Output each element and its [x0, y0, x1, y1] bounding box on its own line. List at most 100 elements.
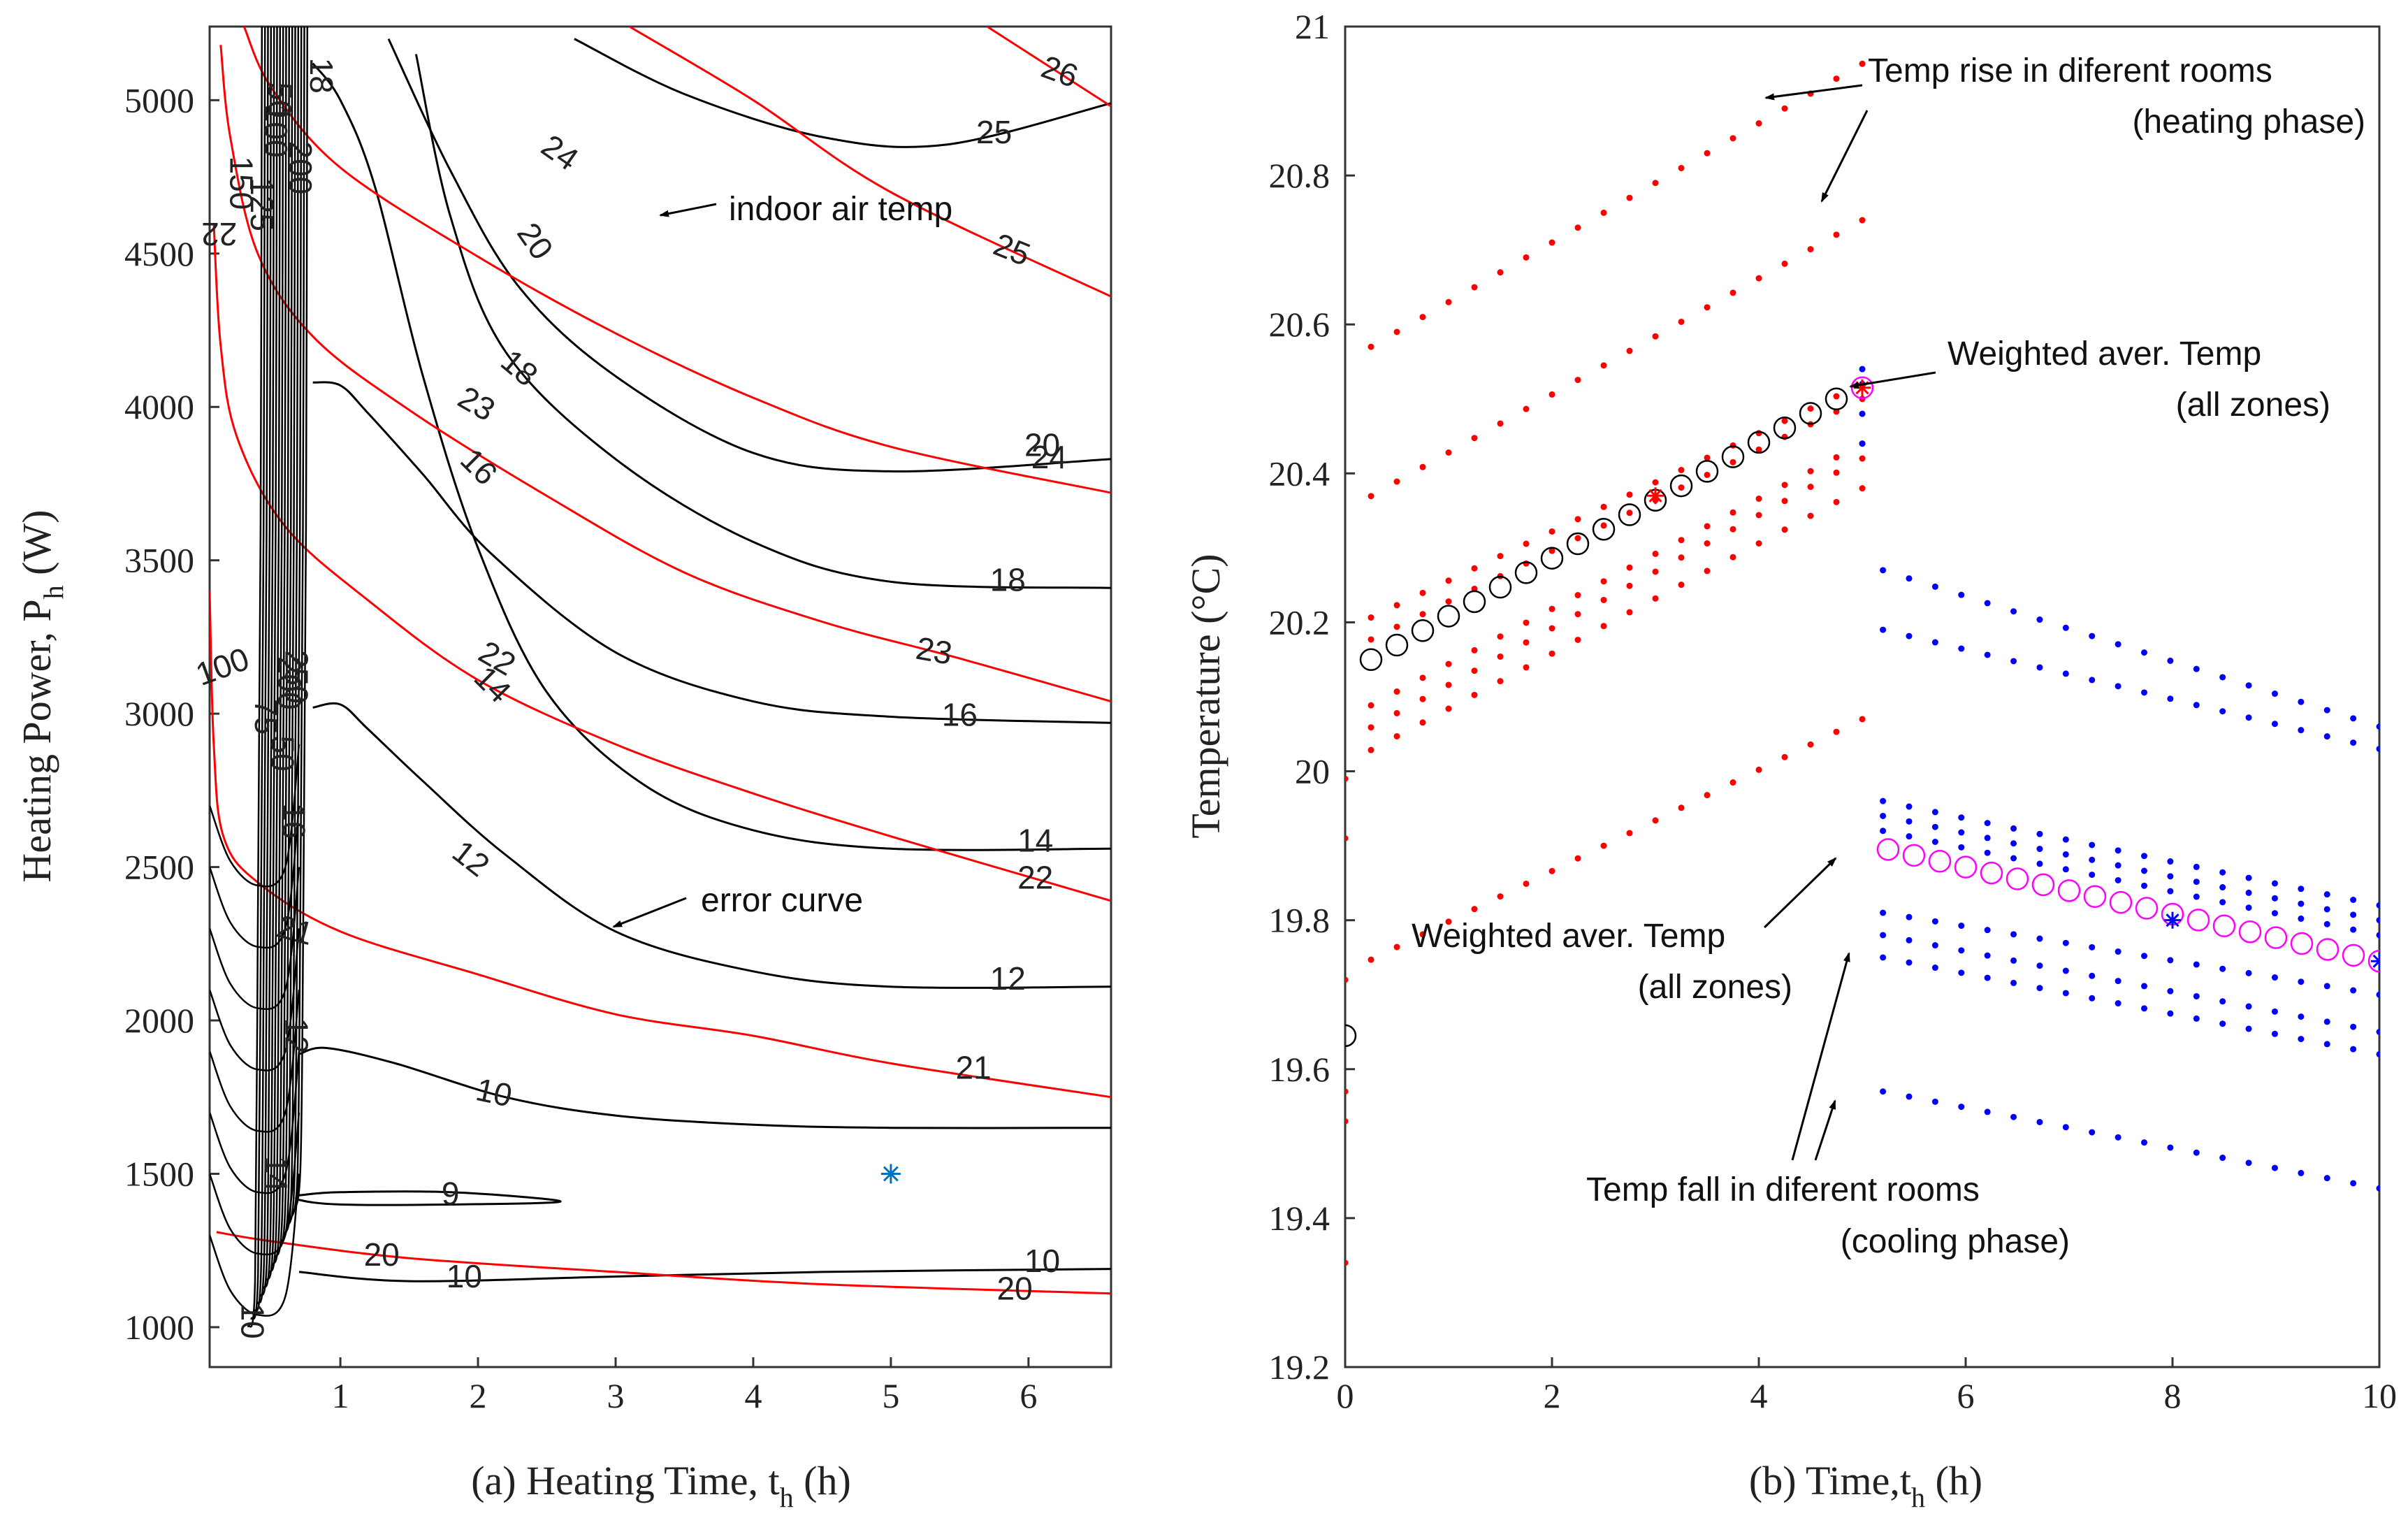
y-axis-label-a: Heating Power, Ph (W)	[14, 510, 69, 882]
dense-contour-line	[262, 27, 278, 1289]
error-contour-16	[312, 381, 1111, 724]
dense-contour-line	[292, 27, 309, 1213]
cooling-dot	[2350, 1046, 2357, 1053]
y-tick-label: 19.2	[1269, 1347, 1330, 1387]
heating-dot	[1626, 491, 1633, 498]
heating-start-dot	[1345, 976, 1349, 983]
heating-dot	[1704, 523, 1711, 530]
heating-dot	[1678, 581, 1685, 588]
cooling-dot	[2219, 1020, 2226, 1027]
y-tick-label: 20.6	[1269, 305, 1330, 344]
cooling-dot	[1880, 909, 1887, 916]
cooling-dot	[2193, 1015, 2200, 1022]
cooling-dot	[1958, 591, 1965, 598]
temp-level-label: 23	[913, 630, 955, 672]
cooling-dot	[2140, 1005, 2147, 1012]
heating-dot	[1548, 528, 1555, 535]
cooling-dot	[2350, 926, 2357, 933]
cooling-dot	[2298, 1169, 2305, 1176]
heating-dot	[1678, 537, 1685, 544]
cooling-dot	[2245, 682, 2252, 689]
cooling-dot	[1931, 809, 1938, 816]
y-ticks-a: 1000 1500 2000 2500 3000 3500 4000 4500 5000	[124, 80, 219, 1347]
heating-dot	[1445, 705, 1452, 712]
x-axis-label-b: (b) Time,th (h)	[1749, 1458, 1982, 1513]
heating-room-points	[1345, 60, 1866, 1266]
cooling-dot	[1958, 844, 1965, 851]
cooling-dot	[2323, 733, 2330, 740]
cooling-room-points	[1859, 366, 2379, 1192]
weighted-cooling-marker	[2212, 914, 2236, 938]
cooling-dot	[2323, 707, 2330, 714]
inline-contour-label: 75	[248, 699, 284, 735]
cooling-dot	[2271, 895, 2278, 902]
cooling-dot	[2376, 932, 2379, 939]
error-contour-25	[574, 38, 1111, 148]
operating-point-marker	[880, 1164, 901, 1184]
heating-dot	[1574, 855, 1581, 862]
inline-contour-label: 200	[282, 141, 319, 195]
weighted-cooling-marker	[2006, 867, 2029, 890]
cooling-switch-dot	[1859, 410, 1866, 417]
heating-dot	[1548, 650, 1555, 657]
cooling-dot	[1880, 1088, 1887, 1095]
cooling-dot	[1958, 947, 1965, 954]
cooling-dot	[2089, 995, 2096, 1002]
heating-dot	[1393, 328, 1400, 335]
temp-rise-arrow-2	[1820, 110, 1869, 203]
contour-level-labels: 2520181614121091018161412102026252423222…	[191, 48, 1082, 1339]
inline-contour-label: 50	[262, 82, 298, 118]
x-tick-label: 0	[1337, 1376, 1354, 1415]
cooling-dot	[2271, 1030, 2278, 1037]
heating-dot	[1781, 498, 1788, 505]
cooling-dot	[1931, 839, 1938, 846]
cooling-dot	[2115, 1000, 2121, 1007]
weighted-cooling-marker	[1876, 838, 1900, 861]
y-tick-label: 19.8	[1269, 901, 1330, 940]
error-level-label: 18	[990, 562, 1026, 598]
weighted-heating-marker	[1695, 460, 1719, 483]
heating-dot	[1755, 540, 1762, 547]
cooling-dot	[1931, 918, 1938, 925]
weighted-cooling-marker	[1928, 850, 1952, 873]
heating-dot	[1833, 75, 1840, 82]
heating-dot	[1600, 522, 1607, 529]
cooling-dot	[2089, 972, 2096, 979]
error-level-label: 16	[454, 441, 505, 492]
cooling-dot	[2010, 1113, 2017, 1120]
cooling-dot	[2140, 953, 2147, 960]
heating-dot	[1807, 484, 1814, 491]
inline-contour-label: 250	[278, 650, 314, 704]
heating-dot	[1393, 623, 1400, 630]
cooling-dot	[1984, 952, 1991, 959]
cooling-dot	[2115, 641, 2121, 648]
cooling-dot	[2298, 1013, 2305, 1020]
dense-contour-line	[247, 27, 263, 1328]
heating-start-dot	[1345, 1118, 1349, 1125]
heating-dot	[1419, 719, 1426, 726]
heating-dot	[1652, 180, 1659, 187]
cooling-dot	[2245, 1003, 2252, 1010]
heating-dot	[1626, 830, 1633, 837]
heating-dot	[1471, 646, 1478, 653]
heating-dot	[1548, 605, 1555, 612]
cooling-dot	[1906, 818, 1913, 825]
weighted-top-label-line2: (all zones)	[2176, 386, 2330, 424]
heating-dot	[1471, 585, 1478, 592]
cooling-dot	[2089, 841, 2096, 848]
cooling-dot	[2323, 891, 2330, 898]
heating-dot	[1471, 691, 1478, 698]
cooling-dot	[1931, 1098, 1938, 1105]
heating-dot	[1368, 493, 1375, 500]
inline-contour-label: 10	[234, 1303, 270, 1339]
cooling-dot	[2376, 1029, 2379, 1035]
x-tick-label: 6	[1020, 1376, 1037, 1415]
error-curve-arrow	[612, 897, 687, 928]
heating-dot	[1729, 442, 1736, 449]
weighted-cooling-marker	[2367, 950, 2379, 973]
cooling-dot	[1880, 812, 1887, 819]
cooling-dot	[1906, 633, 1913, 639]
weighted-cooling-marker	[2031, 873, 2055, 897]
heating-dot	[1729, 135, 1736, 142]
y-tick-label: 20.4	[1269, 454, 1330, 493]
